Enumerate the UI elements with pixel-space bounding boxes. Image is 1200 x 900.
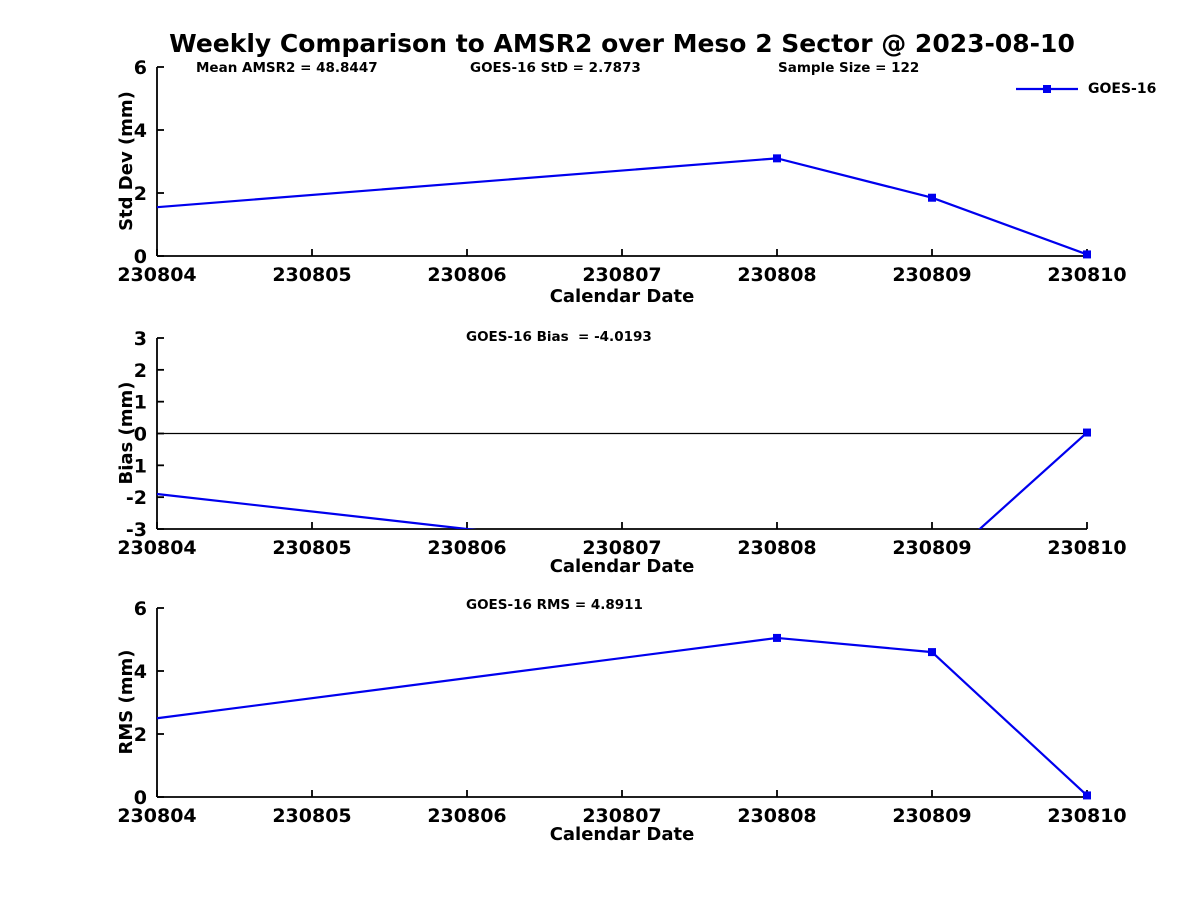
y-tick-label: 1: [134, 392, 147, 414]
annotation-mean-amsr2: Mean AMSR2 = 48.8447: [196, 60, 378, 76]
series-line-goes-16: [156, 157, 1088, 256]
x-tick-label: 230808: [737, 805, 816, 827]
x-tick-label: 230807: [582, 537, 661, 559]
data-point-marker: [1083, 791, 1091, 800]
x-tick-label: 230807: [582, 805, 661, 827]
x-tick-label: 230808: [737, 264, 816, 286]
y-axis-label-bias: Bias (mm): [116, 381, 137, 485]
annotation-goes16-bias: GOES-16 Bias = -4.0193: [466, 329, 652, 345]
x-tick-label: 230806: [427, 537, 506, 559]
x-axis-label-middle: Calendar Date: [549, 556, 695, 577]
panel-std-dev: 0 2 4 6 230804 230805 230806 230807 230808 230809…: [117, 57, 1126, 286]
x-tick-label: 230805: [272, 264, 351, 286]
x-tick-label: 230804: [117, 805, 196, 827]
x-tick-label: 230810: [1047, 805, 1126, 827]
data-point-marker: [773, 154, 781, 163]
y-tick-label: 2: [134, 183, 147, 205]
x-tick-label: 230809: [892, 805, 971, 827]
annotation-sample-size: Sample Size = 122: [778, 60, 920, 76]
legend-line-sample-icon: [1016, 85, 1078, 93]
y-tick-label: 4: [134, 661, 147, 683]
data-point-marker: [773, 633, 781, 642]
x-tick-label: 230809: [892, 264, 971, 286]
legend: GOES-16: [1014, 78, 1156, 100]
y-tick-label: 2: [134, 724, 147, 746]
y-tick-label: 2: [134, 360, 147, 382]
x-tick-label: 230806: [427, 264, 506, 286]
y-tick-label: 0: [134, 246, 147, 268]
x-tick-label: 230804: [117, 537, 196, 559]
x-tick-label: 230806: [427, 805, 506, 827]
x-tick-label: 230810: [1047, 264, 1126, 286]
legend-label: GOES-16: [1088, 81, 1157, 97]
data-point-marker: [928, 193, 936, 202]
series-line-goes-16: [156, 636, 1088, 797]
x-tick-label: 230805: [272, 805, 351, 827]
y-tick-label: -2: [126, 487, 147, 509]
y-tick-label: 6: [134, 598, 147, 620]
x-tick-label: 230804: [117, 264, 196, 286]
y-axis-label-std-dev: Std Dev (mm): [116, 91, 137, 231]
y-tick-label: 0: [134, 787, 147, 809]
y-tick-label: 3: [134, 328, 147, 350]
x-tick-label: 230807: [582, 264, 661, 286]
x-tick-label: 230805: [272, 537, 351, 559]
x-tick-label: 230809: [892, 537, 971, 559]
x-axis-label-top: Calendar Date: [549, 286, 695, 307]
panel-rms: 0 2 4 6 230804 230805 230806 230807 230808 230809…: [117, 598, 1126, 827]
y-tick-label: 0: [134, 424, 147, 446]
data-point-marker: [928, 648, 936, 657]
y-tick-label: -3: [126, 519, 147, 541]
data-point-marker: [1083, 250, 1091, 259]
annotation-goes16-std: GOES-16 StD = 2.7873: [470, 60, 641, 76]
annotation-goes16-rms: GOES-16 RMS = 4.8911: [466, 597, 643, 613]
y-axis-label-rms: RMS (mm): [116, 649, 137, 755]
y-tick-label: 6: [134, 57, 147, 79]
x-tick-label: 230808: [737, 537, 816, 559]
figure-title: Weekly Comparison to AMSR2 over Meso 2 S…: [169, 29, 1075, 58]
data-point-marker: [1083, 428, 1091, 437]
x-axis-label-bottom: Calendar Date: [549, 824, 695, 845]
y-tick-label: 4: [134, 120, 147, 142]
x-tick-label: 230810: [1047, 537, 1126, 559]
y-tick-label: -1: [126, 455, 147, 477]
series-line-goes-16: [156, 431, 1088, 529]
